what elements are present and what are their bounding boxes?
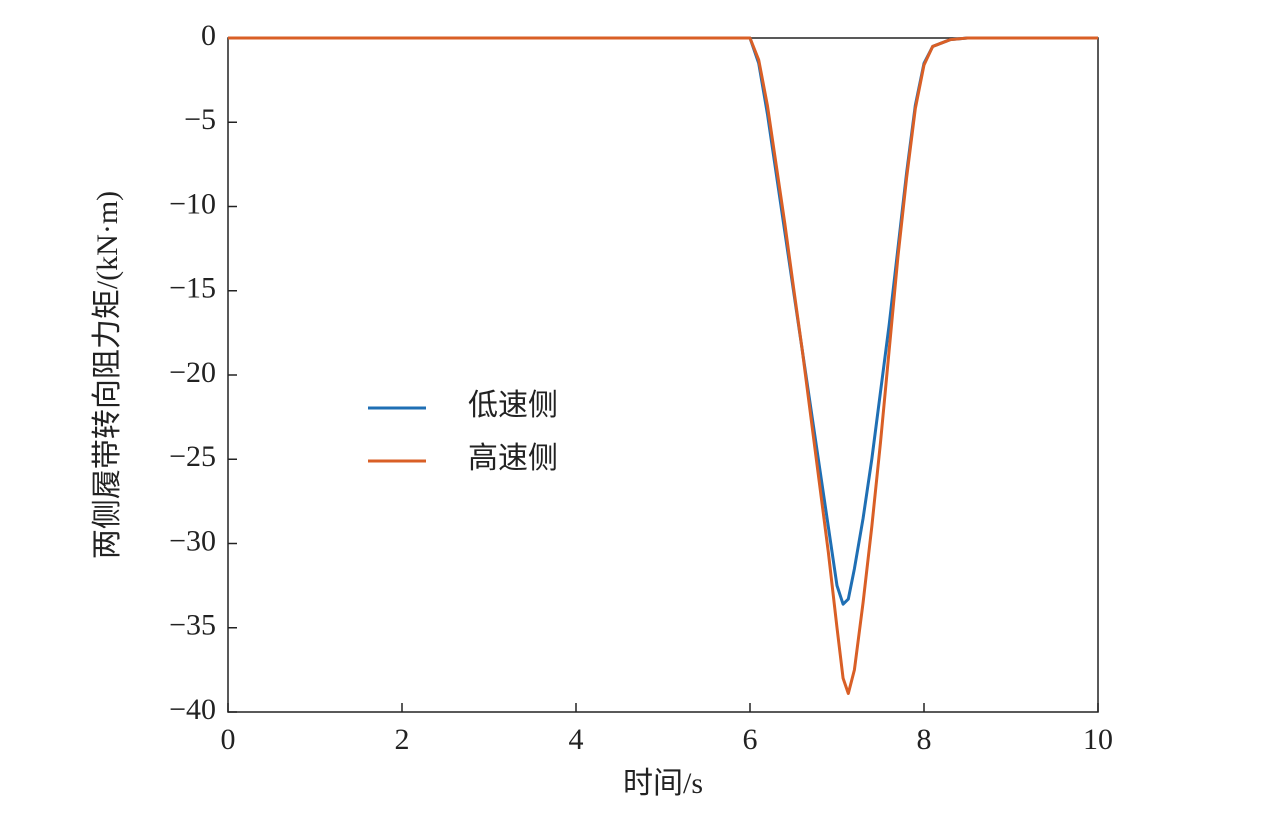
y-tick-label: −40	[169, 693, 216, 726]
y-tick-label: −15	[169, 272, 216, 305]
series-line	[228, 36, 1098, 606]
y-tick-label: −30	[169, 524, 216, 557]
y-tick-label: −10	[169, 187, 216, 220]
legend-label: 高速侧	[468, 442, 558, 475]
y-tick-label: −5	[184, 103, 216, 136]
x-tick-label: 4	[569, 723, 584, 756]
y-tick-label: 0	[201, 19, 216, 52]
y-tick-label: −20	[169, 356, 216, 389]
x-tick-label: 10	[1083, 723, 1113, 756]
y-axis-label: 两侧履带转向阻力矩/(kN·m)	[91, 191, 124, 559]
legend-label: 低速侧	[468, 389, 558, 422]
x-tick-label: 0	[221, 723, 236, 756]
x-axis-label: 时间/s	[623, 767, 703, 800]
y-tick-label: −35	[169, 609, 216, 642]
x-tick-label: 2	[395, 723, 410, 756]
x-tick-label: 8	[917, 723, 932, 756]
series-line	[228, 36, 1098, 695]
x-tick-label: 6	[743, 723, 758, 756]
plot-frame	[227, 37, 1099, 713]
y-tick-label: −25	[169, 440, 216, 473]
